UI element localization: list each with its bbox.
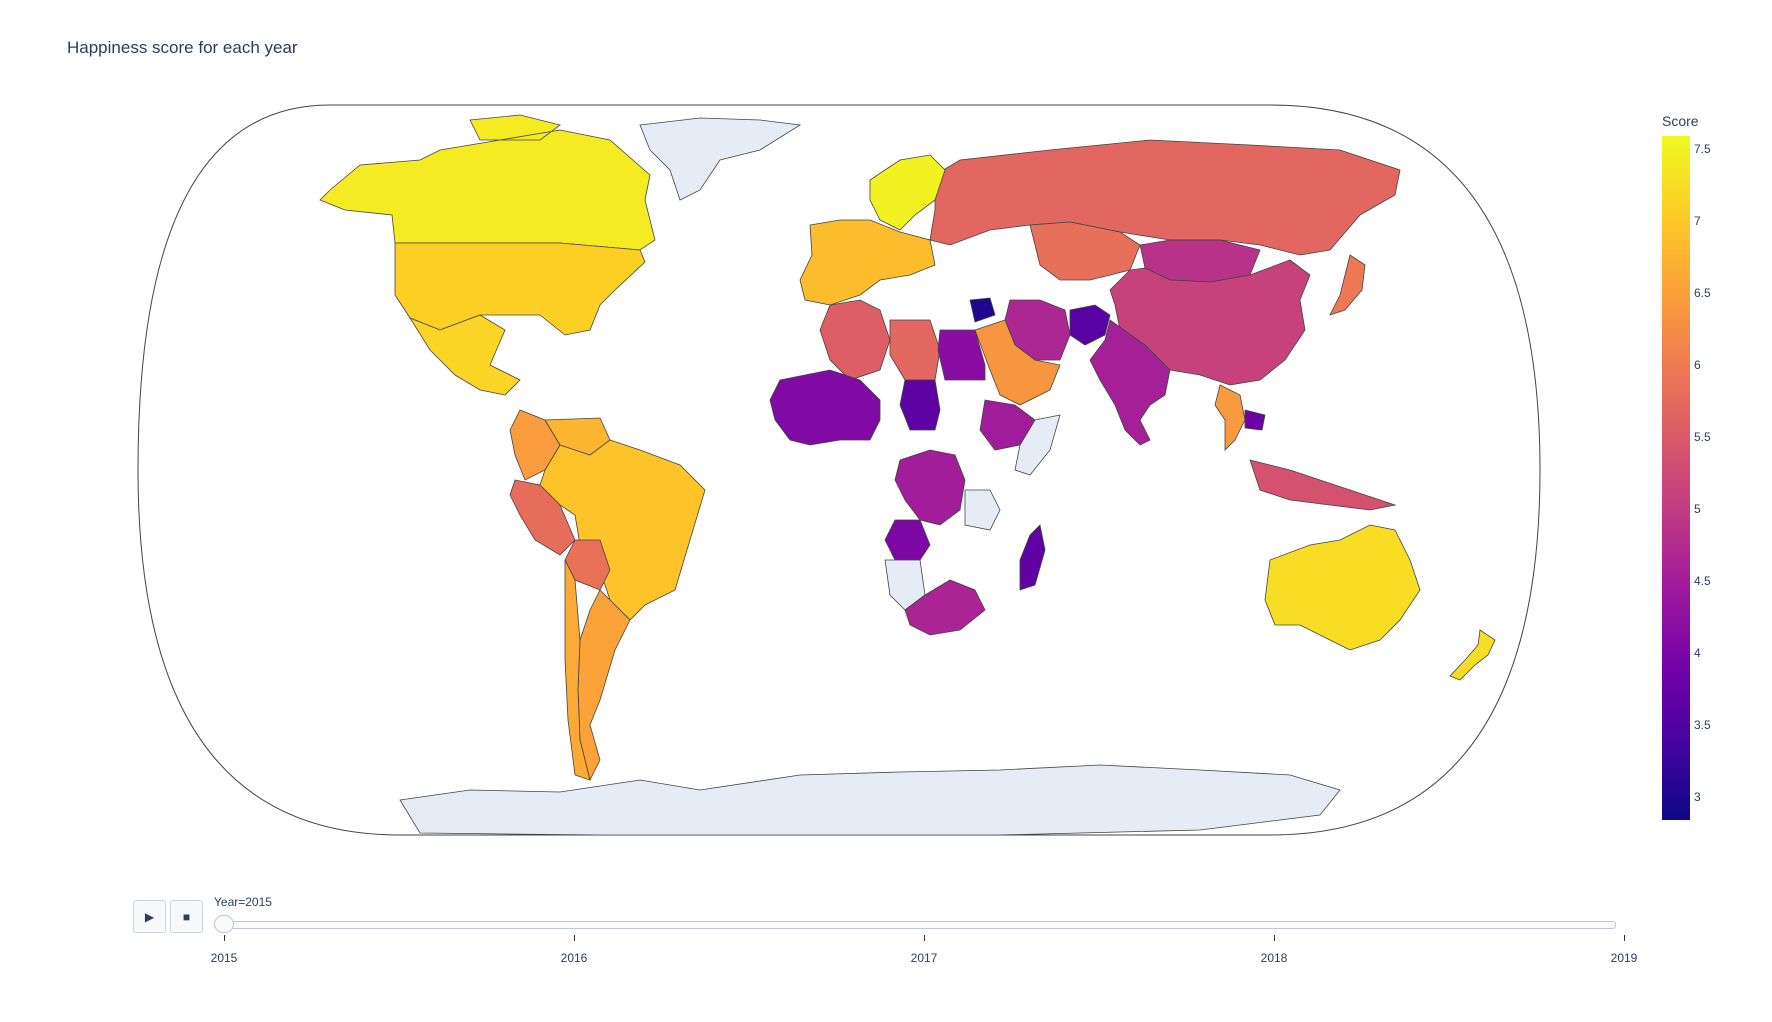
region-thailand[interactable] (1214, 384, 1246, 451)
slider-tick (1624, 935, 1625, 941)
colorbar-tick-label: 5.5 (1694, 429, 1711, 444)
region-new-zealand[interactable] (1449, 629, 1496, 681)
region-india[interactable] (1089, 319, 1171, 446)
region-south-africa[interactable] (904, 579, 986, 636)
slider-tick-label[interactable]: 2017 (910, 951, 938, 965)
slider-tick-label[interactable]: 2015 (210, 951, 238, 965)
region-western-europe[interactable] (799, 219, 936, 306)
region-chad[interactable] (899, 379, 941, 431)
slider-tick (924, 935, 925, 941)
region-venezuela[interactable] (544, 417, 611, 456)
region-somalia[interactable] (1014, 414, 1061, 476)
region-greenland[interactable] (639, 117, 802, 201)
colorbar-tick-label: 7.5 (1694, 141, 1711, 156)
region-canada[interactable] (319, 114, 656, 251)
region-egypt[interactable] (937, 329, 986, 381)
region-mexico[interactable] (409, 314, 521, 396)
region-tanzania[interactable] (964, 489, 1001, 531)
region-madagascar[interactable] (1019, 524, 1046, 591)
colorbar-tick-label: 3 (1694, 789, 1701, 804)
colorbar-tick-label: 7 (1694, 213, 1701, 228)
region-australia[interactable] (1264, 524, 1421, 651)
colorbar-tick-label: 5 (1694, 501, 1701, 516)
year-slider-rail[interactable] (214, 921, 1616, 929)
colorbar-tick-label: 3.5 (1694, 717, 1711, 732)
region-chile[interactable] (564, 559, 591, 781)
region-saudi-arabia[interactable] (974, 319, 1061, 406)
region-japan[interactable] (1329, 254, 1366, 316)
region-west-africa[interactable] (769, 369, 881, 446)
slider-tick-label[interactable]: 2019 (1610, 951, 1638, 965)
region-algeria[interactable] (819, 299, 891, 381)
year-slider-handle[interactable] (214, 915, 234, 933)
colorbar-title: Score (1662, 113, 1699, 129)
region-usa[interactable] (394, 242, 646, 336)
play-icon: ▶ (144, 909, 155, 924)
stop-button[interactable]: ■ (170, 900, 203, 933)
region-dr-congo[interactable] (894, 449, 966, 526)
slider-tick (224, 935, 225, 941)
region-cambodia[interactable] (1244, 409, 1266, 431)
colorbar-tick-label: 4 (1694, 645, 1701, 660)
colorbar-tick-label: 6.5 (1694, 285, 1711, 300)
colorbar-tick-label: 6 (1694, 357, 1701, 372)
chart-title: Happiness score for each year (67, 38, 298, 57)
play-button[interactable]: ▶ (133, 900, 166, 933)
slider-tick (1274, 935, 1275, 941)
region-indonesia[interactable] (1249, 459, 1397, 511)
region-nordic-europe[interactable] (869, 154, 946, 231)
colorbar (1662, 136, 1690, 820)
slider-tick-label[interactable]: 2016 (560, 951, 588, 965)
region-antarctica[interactable] (399, 764, 1341, 835)
region-argentina[interactable] (577, 589, 631, 782)
region-russia[interactable] (929, 139, 1401, 256)
colorbar-tick-label: 4.5 (1694, 573, 1711, 588)
stop-icon: ■ (182, 909, 191, 924)
region-syria[interactable] (969, 297, 996, 323)
slider-tick-label[interactable]: 2018 (1260, 951, 1288, 965)
region-peru[interactable] (509, 479, 576, 556)
slider-tick (574, 935, 575, 941)
slider-current-label: Year=2015 (214, 895, 272, 909)
